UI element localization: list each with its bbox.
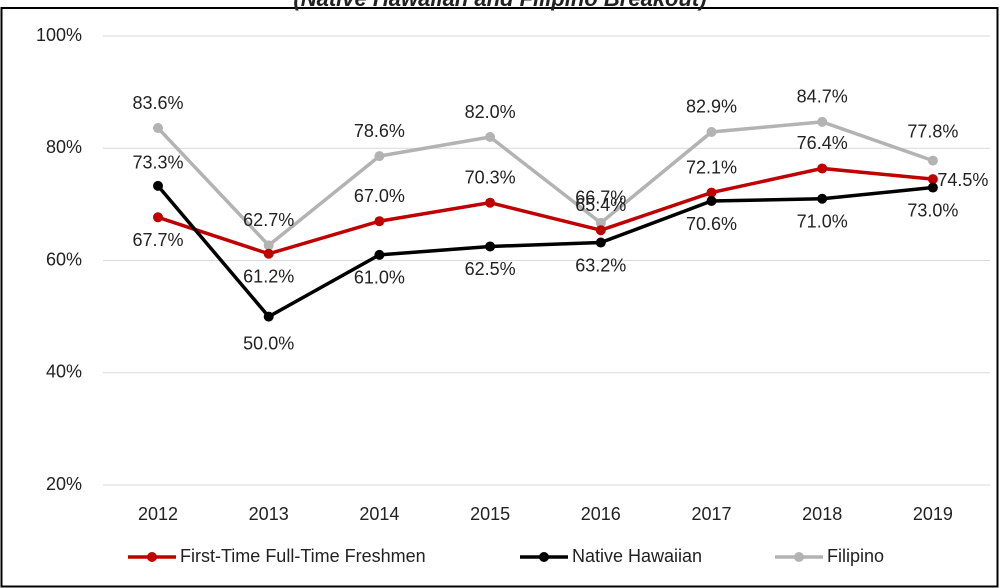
x-tick-label: 2017 [691,504,731,524]
x-tick-label: 2016 [581,504,621,524]
data-point [927,174,938,185]
data-point [817,116,828,127]
chart-border [0,7,999,588]
data-label: 61.2% [243,267,294,287]
data-label: 61.0% [354,268,405,288]
series-line [157,166,934,256]
data-label: 67.0% [354,186,405,206]
data-label: 63.2% [575,255,626,275]
data-label: 62.7% [243,210,294,230]
data-point [153,123,163,134]
data-label: 65.4% [575,195,626,215]
legend-label: Filipino [827,546,884,566]
legend-marker [539,552,549,562]
x-tick-label: 2018 [802,504,842,524]
data-label: 82.9% [686,97,737,117]
y-tick-label: 80% [46,137,82,157]
data-label: 50.0% [243,333,294,353]
x-tick-label: 2012 [138,504,178,524]
data-point [153,212,163,223]
data-point [817,163,828,174]
data-point [595,225,606,236]
data-point [817,193,828,204]
data-point [927,155,938,166]
data-point [153,180,163,191]
data-label: 73.0% [907,200,958,220]
data-point [374,216,385,227]
x-tick-label: 2014 [359,504,399,524]
legend-label: Native Hawaiian [572,546,702,566]
x-tick-label: 2015 [470,504,510,524]
data-point [927,182,938,193]
data-point [374,151,385,162]
data-point [595,237,606,248]
data-label: 84.7% [797,87,848,107]
data-label: 78.6% [354,121,405,141]
chart-subtitle: (Native Hawaiian and Filipino Breakout) [293,0,706,11]
data-label: 66.7% [575,188,626,208]
y-tick-label: 100% [36,25,82,45]
legend-marker [147,552,157,562]
y-tick-label: 20% [46,474,82,494]
data-label: 77.8% [907,121,958,141]
data-label: 71.0% [797,212,848,232]
data-point [485,132,496,143]
data-label: 72.1% [686,157,737,177]
data-label: 82.0% [465,102,516,122]
data-point [263,311,274,322]
data-point [374,249,385,260]
data-point [595,217,606,228]
data-point [485,197,496,208]
data-label: 70.3% [465,167,516,187]
y-tick-label: 40% [46,362,82,382]
data-point [706,187,717,198]
series-line [156,120,934,248]
legend-label: First-Time Full-Time Freshmen [180,546,426,566]
x-tick-label: 2019 [913,504,953,524]
data-label: 83.6% [132,93,183,113]
series-line [156,184,934,319]
data-label: 70.6% [686,214,737,234]
data-point [263,240,274,251]
data-label: 73.3% [132,153,183,173]
y-tick-label: 60% [46,249,82,269]
data-point [263,248,274,259]
data-label: 76.4% [797,133,848,153]
x-tick-label: 2013 [249,504,289,524]
data-point [485,241,496,252]
data-label: 62.5% [465,259,516,279]
data-label: 74.5% [937,170,988,190]
legend-marker [794,552,804,562]
data-point [706,196,717,207]
data-point [706,126,717,137]
data-label: 67.7% [132,230,183,250]
